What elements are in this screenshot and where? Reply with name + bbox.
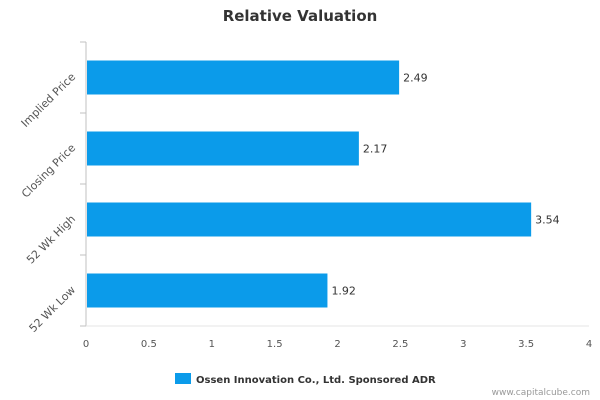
y-axis-ticks: Implied Price Closing Price 52 Wk High 52 W… [19, 41, 86, 335]
bar[interactable] [87, 131, 359, 166]
x-tick-label: 0 [83, 339, 89, 350]
data-label: 1.92 [331, 285, 356, 298]
x-axis-ticks: 0 0.5 1 1.5 2 2.5 3 3.5 4 [83, 339, 592, 350]
watermark: www.capitalcube.com [492, 388, 590, 398]
x-tick-label: 2 [334, 339, 340, 350]
data-label: 2.49 [403, 72, 428, 85]
x-tick-label: 0.5 [141, 339, 157, 350]
y-tick-label: 52 Wk High [24, 212, 78, 266]
legend-swatch [175, 373, 191, 384]
chart-title: Relative Valuation [223, 7, 378, 25]
y-tick-label: 52 Wk Low [27, 283, 79, 335]
x-tick-label: 1.5 [267, 339, 283, 350]
x-tick-label: 3.5 [518, 339, 534, 350]
legend-label: Ossen Innovation Co., Ltd. Sponsored ADR [196, 375, 436, 386]
bars-group [87, 60, 532, 308]
x-tick-label: 4 [586, 339, 592, 350]
bar[interactable] [87, 60, 400, 95]
data-label: 3.54 [535, 214, 560, 227]
bar[interactable] [87, 273, 328, 308]
data-label: 2.17 [363, 143, 388, 156]
y-tick-label: Closing Price [19, 141, 78, 200]
data-labels-group: 2.49 2.17 3.54 1.92 [331, 72, 559, 298]
bar[interactable] [87, 202, 532, 237]
x-tick-label: 1 [209, 339, 215, 350]
x-tick-label: 3 [460, 339, 466, 350]
legend[interactable]: Ossen Innovation Co., Ltd. Sponsored ADR [175, 373, 436, 386]
y-tick-label: Implied Price [19, 70, 79, 130]
x-tick-label: 2.5 [392, 339, 408, 350]
